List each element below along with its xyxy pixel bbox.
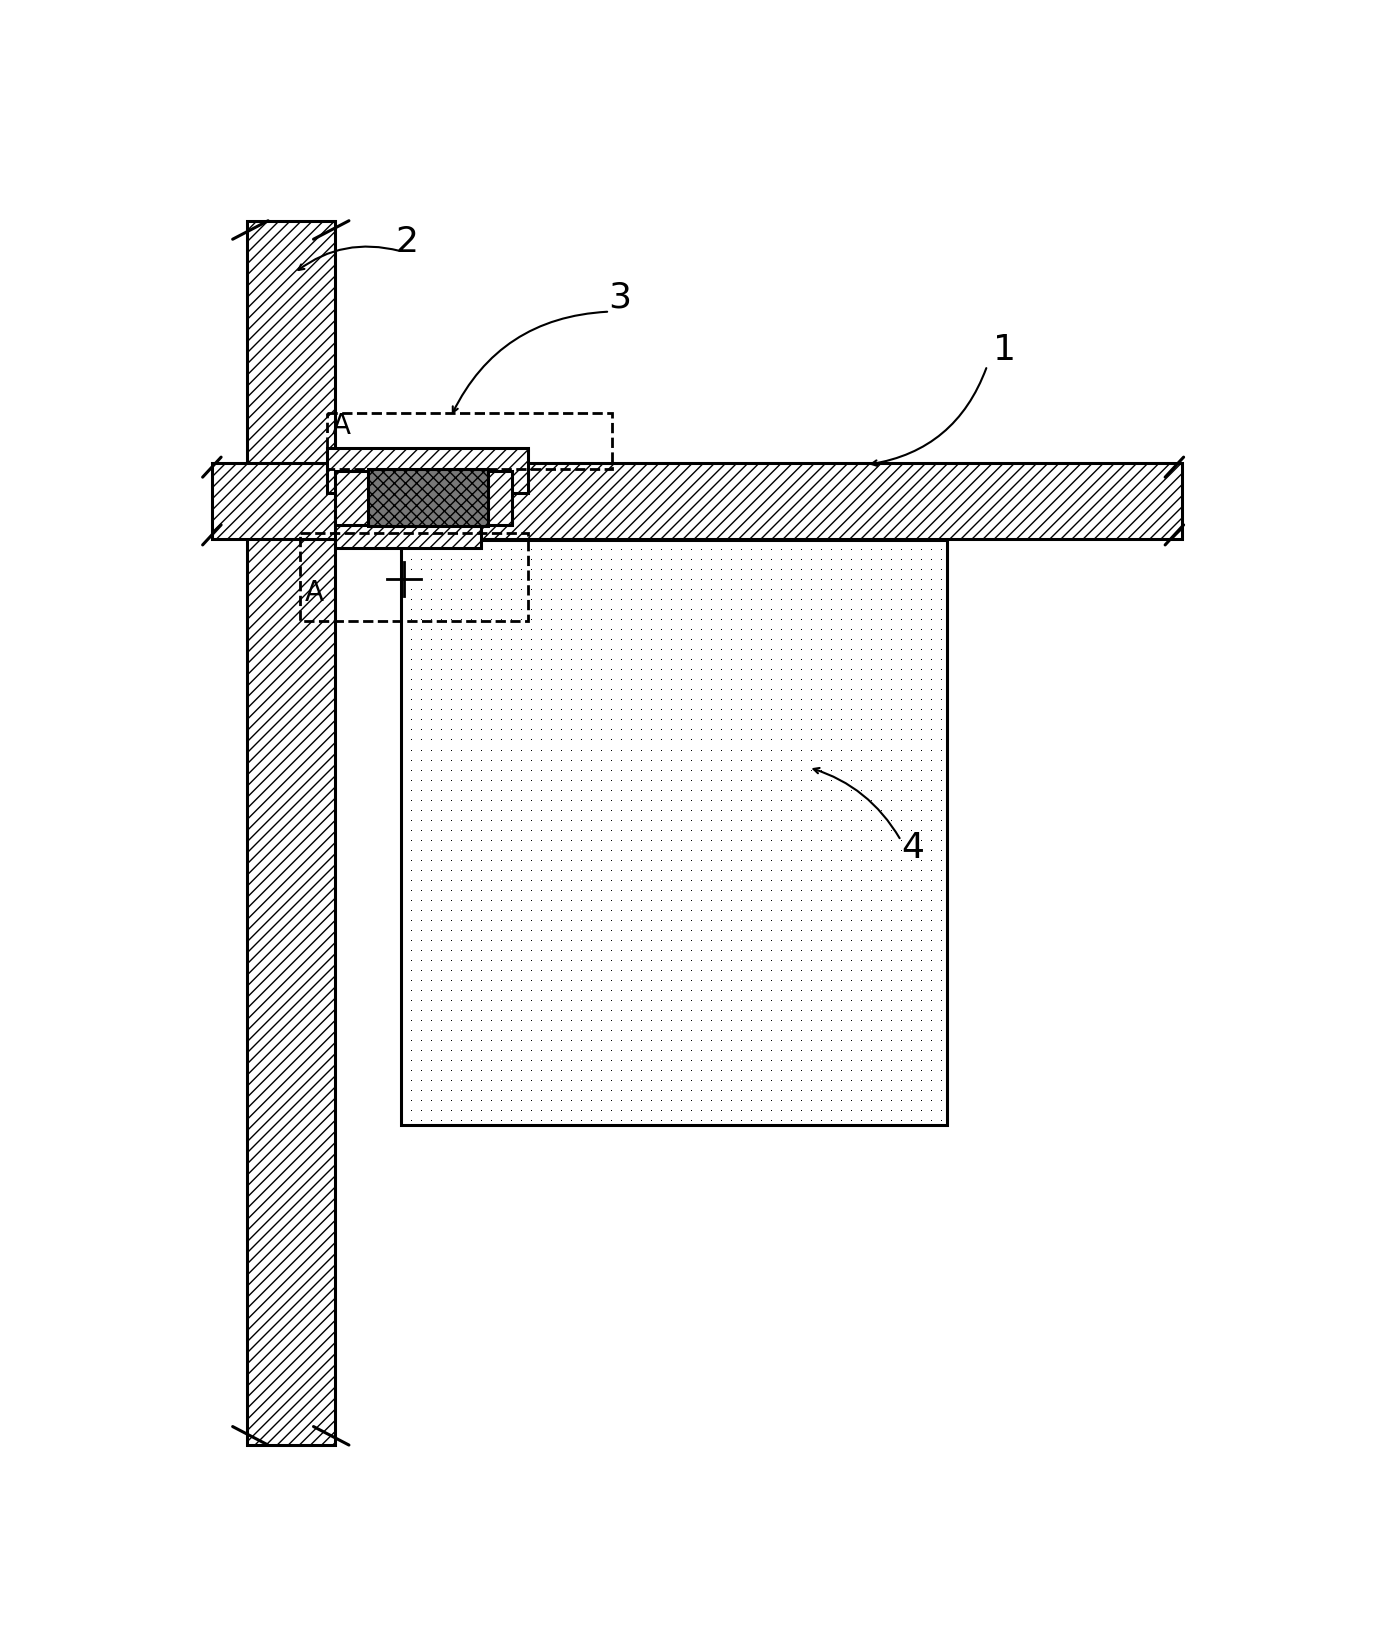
Bar: [335, 517, 481, 548]
Bar: [328, 413, 612, 469]
Text: 2: 2: [395, 224, 418, 259]
Bar: [300, 532, 528, 621]
Text: A: A: [332, 412, 350, 440]
Text: 1: 1: [994, 333, 1016, 367]
Bar: [211, 463, 1182, 539]
Bar: [400, 540, 947, 1125]
Text: 4: 4: [901, 832, 924, 865]
Text: A: A: [304, 578, 324, 606]
Bar: [246, 221, 335, 1444]
Bar: [335, 471, 512, 525]
Text: 3: 3: [609, 280, 631, 315]
Bar: [328, 448, 528, 492]
Bar: [368, 469, 488, 527]
